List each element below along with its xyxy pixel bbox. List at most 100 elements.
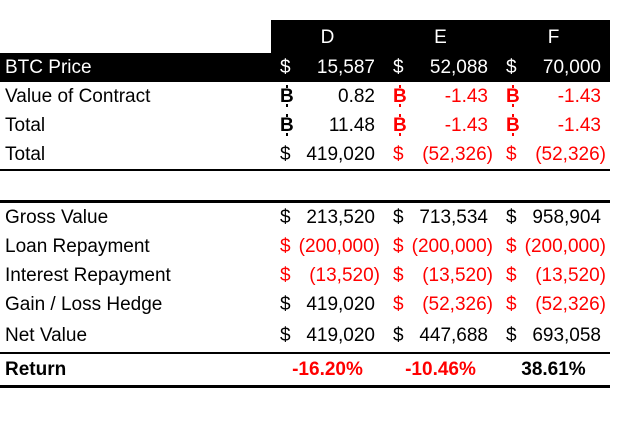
dollar-currency-symbol: $ [506, 324, 517, 346]
cell-d-interest-repayment[interactable]: $ (13,520) [271, 261, 384, 290]
dollar-currency-symbol: $ [280, 235, 291, 257]
cell-value: (200,000) [524, 235, 606, 257]
cell-value: 419,020 [306, 143, 375, 165]
cell-e-btc-price[interactable]: $52,088 [384, 53, 497, 82]
dollar-currency-symbol: $ [393, 264, 404, 286]
row-label-gain-loss-hedge[interactable]: Gain / Loss Hedge [5, 293, 163, 315]
dollar-currency-symbol: $ [506, 264, 517, 286]
cell-e-return[interactable]: -10.46% [384, 354, 497, 385]
cell-d-total[interactable]: $419,020 [271, 140, 384, 169]
table-row-loan-repayment: Loan Repayment $ (200,000) $ (200,000) $ (200,… [0, 232, 610, 261]
column-header-e[interactable]: E [434, 27, 447, 48]
dollar-currency-symbol: $ [506, 293, 517, 315]
row-label-gross-value[interactable]: Gross Value [5, 206, 109, 228]
dollar-currency-symbol: $ [280, 206, 291, 228]
table-row-gross-value: Gross Value $213,520 $713,534 $958,904 [0, 200, 610, 232]
cell-value: -1.43 [557, 85, 601, 107]
cell-value: 693,058 [532, 324, 601, 346]
cell-value: 0.82 [338, 85, 375, 107]
cell-f-loan-repayment[interactable]: $ (200,000) [497, 232, 610, 261]
column-headers: D E F [271, 20, 610, 53]
dollar-currency-symbol: $ [280, 324, 291, 346]
row-label-interest-repayment[interactable]: Interest Repayment [5, 264, 171, 286]
cell-value: (200,000) [298, 235, 380, 257]
dollar-currency-symbol: $ [393, 293, 404, 315]
cell-value: -16.20% [292, 358, 363, 380]
cell-value: (13,520) [422, 264, 493, 286]
cell-f-return[interactable]: 38.61% [497, 354, 610, 385]
cell-value: 419,020 [306, 324, 375, 346]
cell-value: 213,520 [306, 206, 375, 228]
cell-e-net-value[interactable]: $447,688 [384, 319, 497, 352]
cell-d-total[interactable]: B 11.48 [271, 111, 384, 140]
cell-f-value-of-contract[interactable]: B -1.43 [497, 82, 610, 111]
cell-d-value-of-contract[interactable]: B 0.82 [271, 82, 384, 111]
cell-value: (200,000) [411, 235, 493, 257]
dollar-currency-symbol: $ [506, 56, 517, 78]
cell-d-loan-repayment[interactable]: $ (200,000) [271, 232, 384, 261]
column-header-f[interactable]: F [547, 27, 560, 48]
dollar-currency-symbol: $ [393, 56, 404, 78]
dollar-currency-symbol: $ [280, 143, 291, 165]
cell-d-gain-loss-hedge[interactable]: $419,020 [271, 290, 384, 319]
cell-d-net-value[interactable]: $419,020 [271, 319, 384, 352]
row-label-net-value[interactable]: Net Value [5, 324, 88, 346]
table-row-btc-price: BTC Price $15,587 $52,088 $70,000 [0, 53, 610, 82]
spreadsheet-table: D E F BTC Price $15,587 $52,088 $70,000 Valu… [0, 20, 610, 388]
cell-e-value-of-contract[interactable]: B -1.43 [384, 82, 497, 111]
cell-value: 447,688 [419, 324, 488, 346]
cell-d-return[interactable]: -16.20% [271, 354, 384, 385]
btc-currency-symbol: B [506, 114, 520, 136]
cell-value: (52,326) [535, 293, 606, 315]
cell-value: -1.43 [444, 85, 488, 107]
cell-f-total[interactable]: B -1.43 [497, 111, 610, 140]
cell-f-gross-value[interactable]: $958,904 [497, 203, 610, 232]
dollar-currency-symbol: $ [280, 293, 291, 315]
cell-f-interest-repayment[interactable]: $ (13,520) [497, 261, 610, 290]
column-header-d[interactable]: D [320, 27, 335, 48]
cell-f-gain-loss-hedge[interactable]: $ (52,326) [497, 290, 610, 319]
cell-e-total[interactable]: B -1.43 [384, 111, 497, 140]
cell-e-gross-value[interactable]: $713,534 [384, 203, 497, 232]
cell-d-gross-value[interactable]: $213,520 [271, 203, 384, 232]
btc-currency-symbol: B [280, 85, 294, 107]
cell-e-interest-repayment[interactable]: $ (13,520) [384, 261, 497, 290]
header-spacer [0, 20, 271, 53]
cell-value: 52,088 [429, 56, 488, 78]
cell-f-btc-price[interactable]: $70,000 [497, 53, 610, 82]
dollar-currency-symbol: $ [280, 264, 291, 286]
cell-value: 38.61% [521, 358, 586, 380]
cell-f-net-value[interactable]: $693,058 [497, 319, 610, 352]
cell-value: -1.43 [557, 114, 601, 136]
cell-value: (13,520) [309, 264, 380, 286]
cell-value: -10.46% [405, 358, 476, 380]
cell-value: 958,904 [532, 206, 601, 228]
cell-value: 15,587 [316, 56, 375, 78]
table-row-interest-repayment: Interest Repayment $ (13,520) $ (13,520) $ (13… [0, 261, 610, 290]
table-row-total: Total $419,020 $ (52,326) $ (52,326) [0, 140, 610, 171]
dollar-currency-symbol: $ [506, 206, 517, 228]
row-label-return[interactable]: Return [5, 358, 67, 380]
cell-e-total[interactable]: $ (52,326) [384, 140, 497, 169]
dollar-currency-symbol: $ [393, 206, 404, 228]
table-row-net-value: Net Value $419,020 $447,688 $693,058 [0, 319, 610, 352]
cell-f-total[interactable]: $ (52,326) [497, 140, 610, 169]
cell-e-gain-loss-hedge[interactable]: $ (52,326) [384, 290, 497, 319]
dollar-currency-symbol: $ [393, 235, 404, 257]
dollar-currency-symbol: $ [506, 143, 517, 165]
cell-d-btc-price[interactable]: $15,587 [271, 53, 384, 82]
btc-currency-symbol: B [506, 85, 520, 107]
cell-value: 419,020 [306, 293, 375, 315]
row-label-total[interactable]: Total [5, 143, 46, 165]
row-label-loan-repayment[interactable]: Loan Repayment [5, 235, 150, 257]
btc-currency-symbol: B [393, 114, 407, 136]
row-label-value-of-contract[interactable]: Value of Contract [5, 85, 151, 107]
table-row-total: Total B 11.48 B -1.43 B -1.43 [0, 111, 610, 140]
btc-currency-symbol: B [393, 85, 407, 107]
cell-value: 713,534 [419, 206, 488, 228]
dollar-currency-symbol: $ [506, 235, 517, 257]
table-body: BTC Price $15,587 $52,088 $70,000 Value of C… [0, 53, 610, 388]
row-label-btc-price[interactable]: BTC Price [5, 56, 92, 78]
cell-e-loan-repayment[interactable]: $ (200,000) [384, 232, 497, 261]
row-label-total[interactable]: Total [5, 114, 46, 136]
